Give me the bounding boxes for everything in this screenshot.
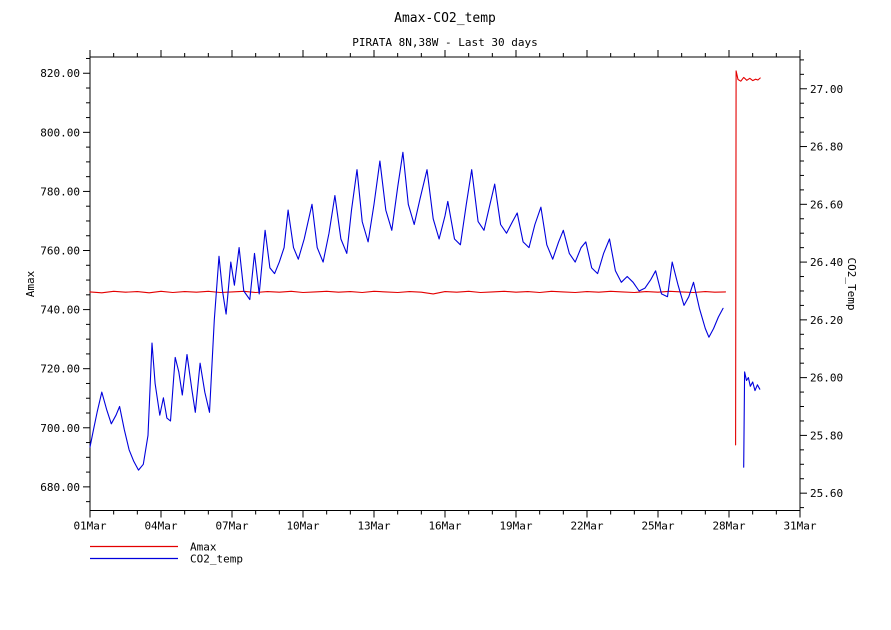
x-axis-tick-label: 07Mar bbox=[215, 520, 248, 533]
x-axis-tick-label: 25Mar bbox=[641, 520, 674, 533]
x-axis-tick-label: 01Mar bbox=[73, 520, 106, 533]
y-left-tick-label: 760.00 bbox=[40, 245, 80, 258]
axes-layer: 01Mar 04Mar 07Mar 10Mar 13Mar 16Mar 19Mar 22Mar… bbox=[40, 50, 843, 533]
y-left-tick-label: 780.00 bbox=[40, 185, 80, 198]
x-axis-tick-label: 19Mar bbox=[499, 520, 532, 533]
y-right-tick-label: 26.00 bbox=[810, 372, 843, 385]
chart-subtitle: PIRATA 8N,38W - Last 30 days bbox=[352, 36, 537, 49]
y-axis-right-title: CO2_Temp bbox=[845, 258, 858, 311]
y-left-tick-label: 680.00 bbox=[40, 481, 80, 494]
x-axis-tick-label: 28Mar bbox=[712, 520, 745, 533]
x-axis-tick-label: 22Mar bbox=[570, 520, 603, 533]
legend-co2-temp-label: CO2_temp bbox=[190, 553, 243, 566]
y-right-tick-label: 26.20 bbox=[810, 314, 843, 327]
x-axis-tick-label: 13Mar bbox=[357, 520, 390, 533]
y-left-tick-label: 820.00 bbox=[40, 67, 80, 80]
series-layer bbox=[89, 70, 761, 471]
x-axis-tick-label: 04Mar bbox=[144, 520, 177, 533]
x-axis-tick-label: 31Mar bbox=[783, 520, 816, 533]
y-right-tick-label: 27.00 bbox=[810, 83, 843, 96]
y-axis-left-title: Amax bbox=[24, 270, 37, 297]
plot-frame bbox=[89, 56, 801, 511]
legend: Amax CO2_temp bbox=[90, 541, 243, 566]
y-right-tick-label: 25.80 bbox=[810, 429, 843, 442]
chart-title: Amax-CO2_temp bbox=[394, 11, 496, 26]
y-left-tick-label: 700.00 bbox=[40, 422, 80, 435]
y-right-tick-label: 26.80 bbox=[810, 141, 843, 154]
amax-series-line bbox=[735, 70, 761, 446]
x-axis-tick-label: 16Mar bbox=[428, 520, 461, 533]
amax-series-line bbox=[89, 290, 727, 295]
y-left-tick-label: 720.00 bbox=[40, 363, 80, 376]
y-right-tick-label: 26.40 bbox=[810, 256, 843, 269]
co2-temp-series-line bbox=[743, 371, 761, 468]
y-right-tick-label: 26.60 bbox=[810, 198, 843, 211]
legend-amax-label: Amax bbox=[190, 541, 217, 554]
x-axis-tick-label: 10Mar bbox=[286, 520, 319, 533]
co2-temp-series-line bbox=[89, 151, 724, 471]
y-left-tick-label: 800.00 bbox=[40, 126, 80, 139]
y-left-tick-label: 740.00 bbox=[40, 304, 80, 317]
y-right-tick-label: 25.60 bbox=[810, 487, 843, 500]
